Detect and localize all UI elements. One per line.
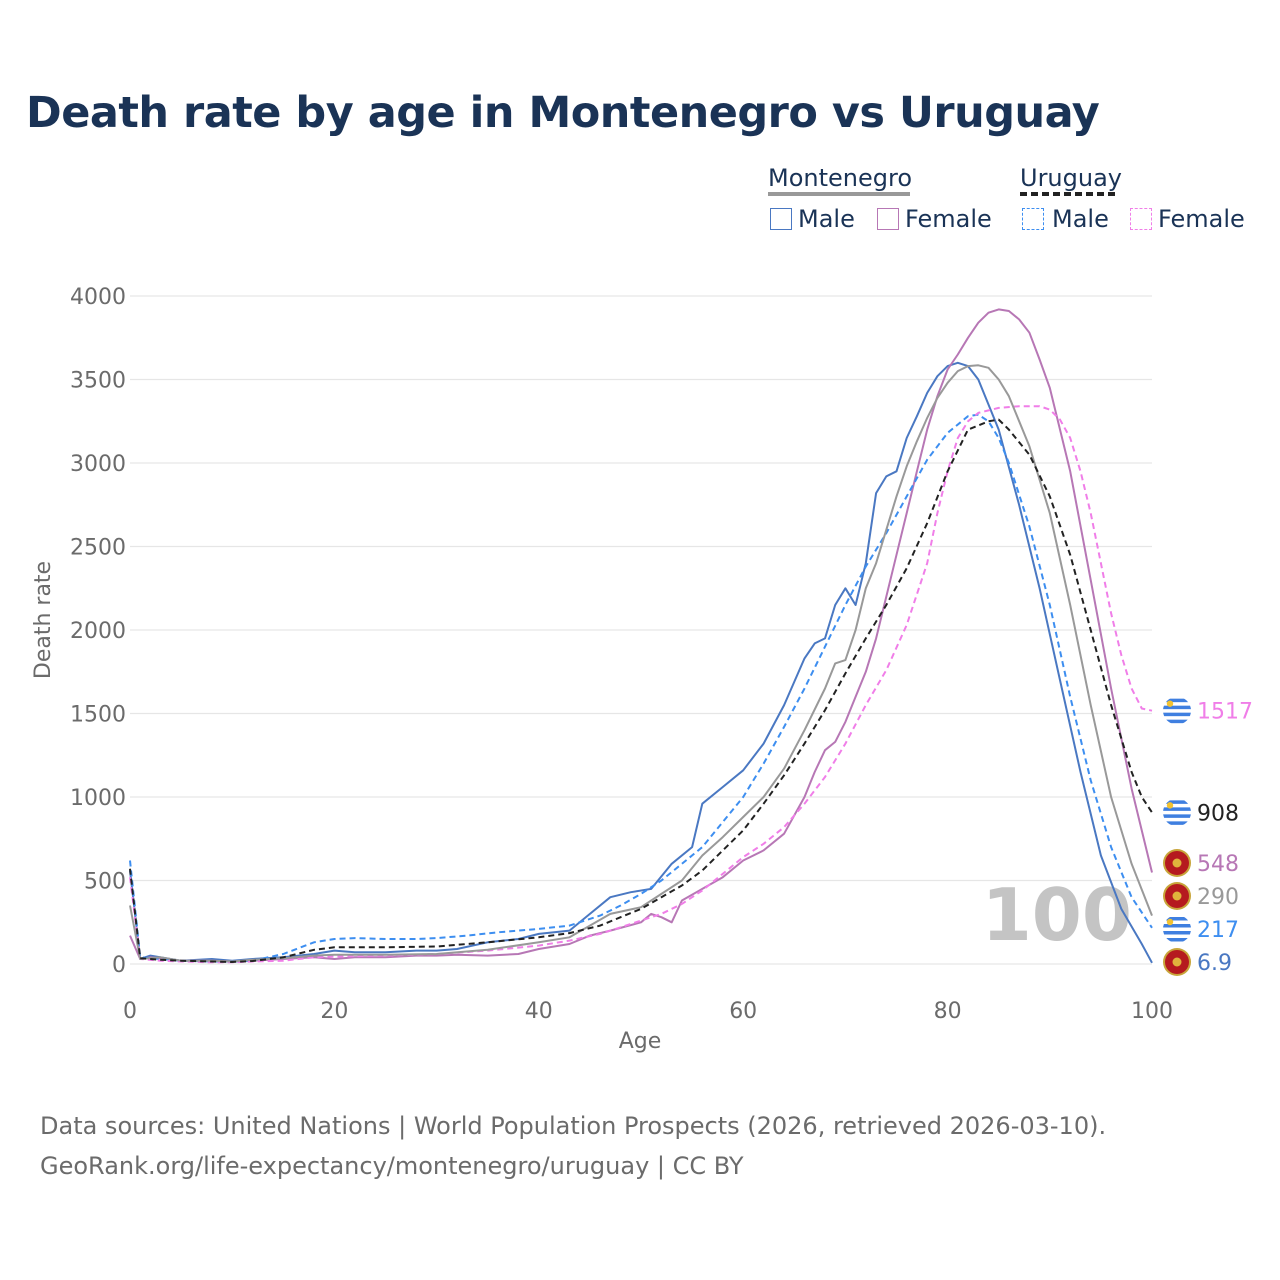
series-line-uruguay-male [129, 413, 1153, 963]
footer: Data sources: United Nations | World Pop… [40, 1106, 1106, 1186]
end-label-montenegro-total: 290 [1197, 885, 1239, 910]
y-tick-label-2500: 2500 [70, 536, 126, 561]
y-tick-label-3000: 3000 [70, 452, 126, 477]
data-source-text: Data sources: United Nations | World Pop… [40, 1112, 1107, 1140]
age-watermark: 100 [982, 873, 1132, 957]
chart-title: Death rate by age in Montenegro vs Urugu… [26, 88, 1100, 138]
end-label-uruguay-female: 1517 [1197, 700, 1253, 725]
line-chart: 0 500 1000 1500 2000 2500 3000 3500 4000 0 20 40 60 8… [31, 285, 1253, 1054]
x-tick-label-80: 80 [934, 999, 962, 1024]
x-tick-label-0: 0 [123, 999, 137, 1024]
y-tick-label-1500: 1500 [70, 703, 126, 728]
series-line-uruguay-total [129, 418, 1153, 963]
series-line-uruguay-female [129, 405, 1153, 964]
end-label-uruguay-total: 908 [1197, 801, 1239, 826]
montenegro-flag-emblem [1172, 891, 1182, 901]
uruguay-flag-stripe [1163, 712, 1191, 717]
series-line-montenegro-male [129, 361, 1153, 964]
uruguay-flag-stripe [1163, 917, 1191, 921]
montenegro-flag-emblem [1172, 858, 1182, 868]
x-tick-label-60: 60 [729, 999, 757, 1024]
uruguay-flag-stripe [1163, 814, 1191, 818]
y-tick-label-0: 0 [112, 953, 126, 978]
x-axis-title: Age [619, 1029, 662, 1054]
y-tick-label-2000: 2000 [70, 619, 126, 644]
uruguay-flag-stripe [1163, 931, 1191, 935]
uruguay-flag-stripe [1163, 821, 1191, 825]
uruguay-flag-sun [1166, 918, 1174, 926]
end-label-uruguay-male: 217 [1197, 918, 1239, 943]
y-tick-label-1000: 1000 [70, 786, 126, 811]
uruguay-flag-stripe [1163, 800, 1191, 804]
series-line-montenegro-female [129, 308, 1153, 963]
y-tick-label-4000: 4000 [70, 285, 126, 310]
source-url-text[interactable]: GeoRank.org/life-expectancy/montenegro/u… [40, 1152, 744, 1180]
end-label-montenegro-female: 548 [1197, 852, 1239, 877]
uruguay-flag-stripe [1163, 807, 1191, 811]
end-label-montenegro-male: 6.9 [1197, 951, 1232, 976]
x-tick-label-40: 40 [525, 999, 553, 1024]
uruguay-flag-stripe [1163, 705, 1191, 710]
series-line-montenegro-total [129, 364, 1153, 963]
montenegro-flag-emblem [1172, 957, 1182, 967]
uruguay-flag-stripe [1163, 938, 1191, 942]
x-tick-label-20: 20 [320, 999, 348, 1024]
uruguay-flag-stripe [1163, 924, 1191, 928]
y-tick-label-500: 500 [84, 870, 126, 895]
x-tick-label-100: 100 [1131, 999, 1173, 1024]
uruguay-flag-sun [1166, 700, 1174, 707]
uruguay-flag-sun [1166, 802, 1174, 809]
y-tick-label-3500: 3500 [70, 369, 126, 394]
uruguay-flag-stripe [1163, 719, 1191, 724]
y-axis-title: Death rate [31, 561, 56, 679]
uruguay-flag-stripe [1163, 698, 1191, 703]
